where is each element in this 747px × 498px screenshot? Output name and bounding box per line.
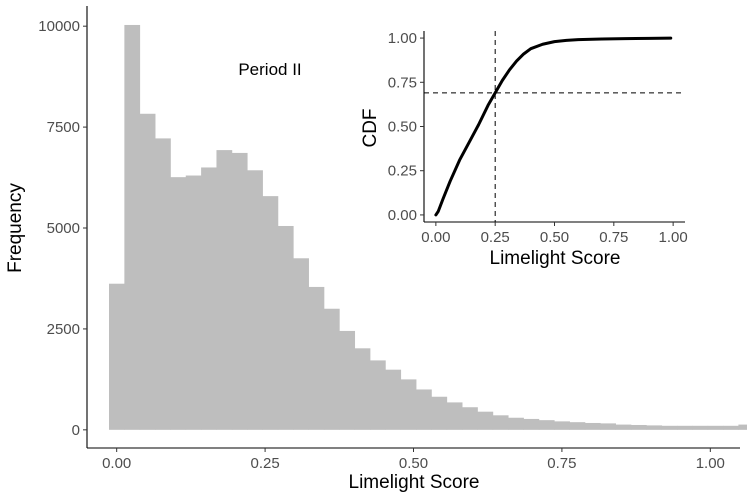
histogram-x-tick-label: 0.50 [399,455,428,472]
histogram-bar [277,225,294,430]
histogram-bar [646,425,663,430]
cdf-y-axis-title: CDF [360,108,381,147]
histogram-bar [416,389,432,430]
histogram-bars [109,24,747,430]
histogram-bar [677,425,693,430]
histogram-bar [723,425,739,430]
histogram-bar [738,424,747,430]
histogram-bar [247,170,263,430]
histogram-bar [385,369,402,430]
histogram-bar [308,286,325,430]
histogram-bar [692,425,709,430]
histogram-x-tick-label: 0.00 [102,455,131,472]
histogram-bar [630,424,647,430]
histogram-y-tick-label: 0 [72,422,80,439]
cdf-reference-lines [424,31,685,222]
histogram-y-axis-title: Frequency [5,183,26,273]
cdf-inset-background [368,26,690,270]
histogram-bar [584,422,601,430]
cdf-series-line [434,36,673,217]
histogram-y-tick-label: 7500 [47,119,80,136]
histogram-bar [446,402,463,430]
cdf-x-axis-title: Limelight Score [490,248,621,269]
histogram-y-tick-label: 10000 [38,18,80,35]
histogram-bar [462,407,478,430]
histogram-y-tick-label: 2500 [47,321,80,338]
histogram-bar [323,308,340,430]
histogram-bar [707,425,724,430]
histogram-y-ticks: 0 2500 5000 7500 10000 [38,18,87,439]
cdf-x-tick-label: 1.00 [659,229,688,246]
histogram-annotation: Period II [238,60,301,79]
histogram-bar [600,423,616,430]
histogram-bar [492,415,509,430]
histogram-bar [293,258,309,430]
histogram-bar [109,283,125,430]
histogram-bar [170,177,187,430]
histogram-bar [431,396,448,430]
histogram-bar [569,422,586,430]
cdf-x-tick-label: 0.25 [481,229,510,246]
histogram-bar [615,424,632,430]
histogram-bar [508,417,524,430]
histogram-bar [400,379,417,430]
histogram-y-tick-label: 5000 [47,220,80,237]
histogram-x-ticks: 0.00 0.25 0.50 0.75 1.00 [102,448,725,472]
histogram-bar [354,348,371,430]
cdf-x-ticks: 0.00 0.25 0.50 0.75 1.00 [421,222,688,246]
histogram-bar [339,330,356,430]
histogram-bar [139,113,156,430]
histogram-bar [554,421,570,430]
histogram-x-tick-label: 0.75 [547,455,576,472]
cdf-x-tick-label: 0.75 [599,229,628,246]
histogram-panel: 0.00 0.25 0.50 0.75 1.00 025005000750010000 … [5,6,747,493]
cdf-x-tick-label: 0.50 [540,229,569,246]
histogram-bar [661,425,678,430]
cdf-y-tick-label: 0.75 [388,74,417,91]
histogram-bar [231,152,248,430]
cdf-inset-panel: 0.00 0.25 0.50 0.75 1.00 0.00 0.25 0.50 0.75 1.0… [360,26,690,270]
cdf-y-tick-label: 0.25 [388,163,417,180]
histogram-bar [155,138,171,430]
cdf-y-tick-label: 0.00 [388,207,417,224]
histogram-bar [523,418,540,430]
histogram-bar [369,360,386,430]
cdf-y-ticks: 0.00 0.25 0.50 0.75 1.00 [388,30,424,224]
cdf-x-tick-label: 0.00 [421,229,450,246]
histogram-bar [201,167,217,430]
histogram-x-tick-label: 0.25 [250,455,279,472]
histogram-bar [124,24,141,430]
histogram-x-tick-label: 1.00 [696,455,725,472]
cdf-y-tick-label: 1.00 [388,30,417,47]
histogram-x-axis-title: Limelight Score [349,472,480,493]
histogram-bar [538,420,555,430]
histogram-bar [477,411,494,430]
cdf-y-tick-label: 0.50 [388,119,417,136]
histogram-bar [185,175,202,430]
histogram-bar [262,196,279,430]
histogram-bar [216,150,233,430]
